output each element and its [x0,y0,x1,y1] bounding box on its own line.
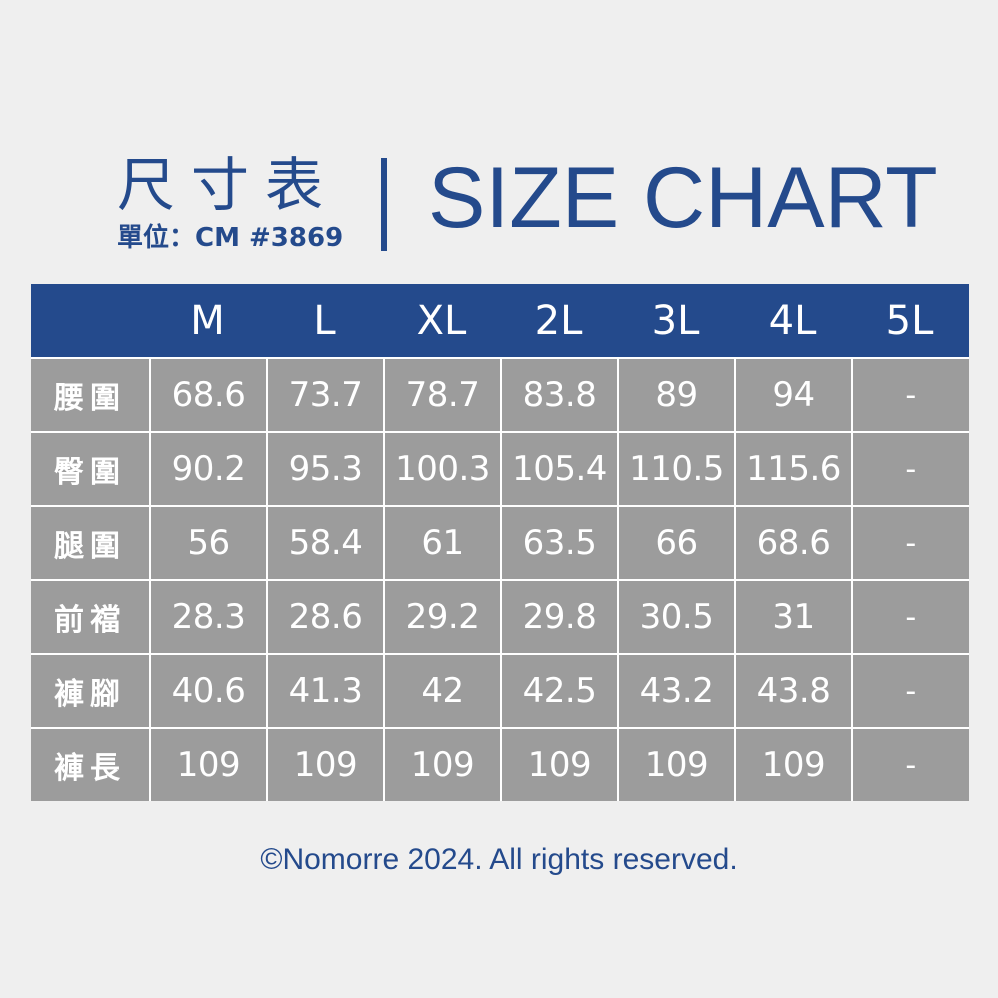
row-label-leg-opening: 褲腳 [54,677,126,712]
row-label-length: 褲長 [54,751,126,786]
table-cell: 42.5 [500,655,617,727]
table-cell: 109 [266,729,383,801]
table-row-leg-opening: 褲腳 40.6 41.3 42 42.5 43.2 43.8 - [31,653,969,727]
size-chart-table: M L XL 2L 3L 4L 5L 腰圍 68.6 73.7 78.7 83.… [31,284,969,801]
table-row-hip: 臀圍 90.2 95.3 100.3 105.4 110.5 115.6 - [31,431,969,505]
table-row-length: 褲長 109 109 109 109 109 109 - [31,727,969,801]
table-cell: 68.6 [734,507,851,579]
table-cell: 30.5 [617,581,734,653]
table-cell: 31 [734,581,851,653]
table-cell: 63.5 [500,507,617,579]
table-cell: 109 [500,729,617,801]
table-row-waist: 腰圍 68.6 73.7 78.7 83.8 89 94 - [31,357,969,431]
table-cell: 109 [617,729,734,801]
table-cell: - [851,433,968,505]
table-cell: 28.6 [266,581,383,653]
column-header-5l: 5L [885,297,934,344]
row-label-hip: 臀圍 [54,455,126,490]
table-cell: 89 [617,359,734,431]
table-cell: 105.4 [500,433,617,505]
table-cell: 78.7 [383,359,500,431]
table-cell: 110.5 [617,433,734,505]
table-cell: - [851,359,968,431]
table-cell: 40.6 [149,655,266,727]
column-header-4l: 4L [768,297,817,344]
table-cell: 83.8 [500,359,617,431]
table-cell: 42 [383,655,500,727]
column-header-xl: XL [416,297,467,344]
table-cell: 109 [149,729,266,801]
table-cell: 66 [617,507,734,579]
row-label-front-rise: 前襠 [54,603,126,638]
table-cell: 90.2 [149,433,266,505]
table-row-front-rise: 前襠 28.3 28.6 29.2 29.8 30.5 31 - [31,579,969,653]
table-cell: 56 [149,507,266,579]
table-cell: - [851,581,968,653]
table-cell: 43.2 [617,655,734,727]
title-divider [381,158,387,251]
column-header-2l: 2L [534,297,583,344]
table-cell: - [851,507,968,579]
table-cell: 100.3 [383,433,500,505]
table-cell: - [851,729,968,801]
header-corner-cell [31,284,149,357]
table-cell: 29.8 [500,581,617,653]
table-cell: 68.6 [149,359,266,431]
page-title-english: SIZE CHART [428,150,938,246]
table-header-row: M L XL 2L 3L 4L 5L [31,284,969,357]
table-cell: 29.2 [383,581,500,653]
table-cell: 73.7 [266,359,383,431]
table-cell: 109 [383,729,500,801]
row-label-waist: 腰圍 [54,381,126,416]
table-cell: 41.3 [266,655,383,727]
table-cell: 28.3 [149,581,266,653]
row-label-thigh: 腿圍 [54,529,126,564]
unit-subtitle: 單位：CM #3869 [117,223,344,253]
copyright-footer: ©Nomorre 2024. All rights reserved. [260,843,738,876]
table-cell: 94 [734,359,851,431]
column-header-m: M [190,297,225,344]
table-cell: 61 [383,507,500,579]
table-cell: 43.8 [734,655,851,727]
table-cell: 109 [734,729,851,801]
page-title-chinese: 尺寸表 [117,151,340,219]
column-header-3l: 3L [651,297,700,344]
table-cell: 115.6 [734,433,851,505]
column-header-l: L [313,297,336,344]
table-row-thigh: 腿圍 56 58.4 61 63.5 66 68.6 - [31,505,969,579]
table-cell: - [851,655,968,727]
table-cell: 58.4 [266,507,383,579]
table-cell: 95.3 [266,433,383,505]
